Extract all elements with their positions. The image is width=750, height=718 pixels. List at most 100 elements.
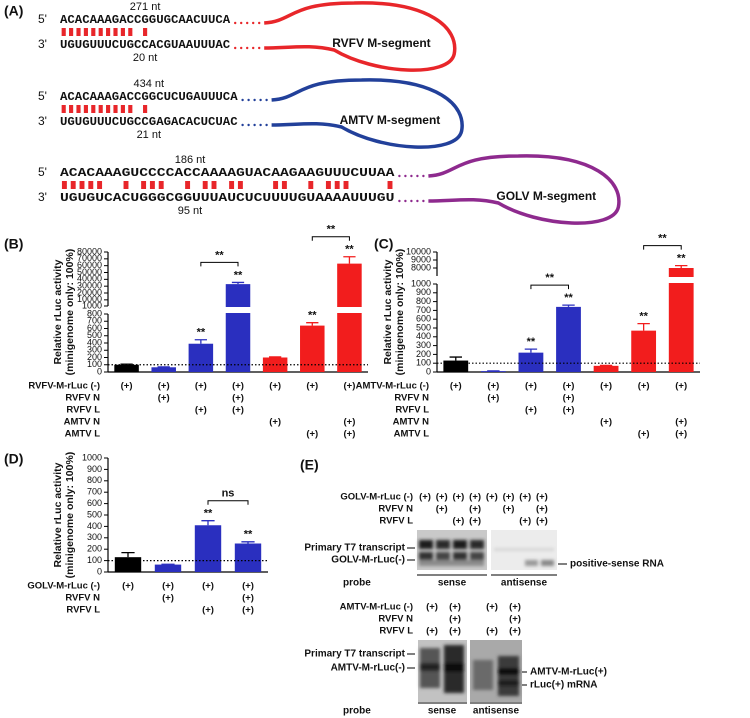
condition-mark: (+): [195, 381, 207, 392]
significance-label: **: [564, 292, 573, 304]
dot: [416, 174, 419, 178]
significance-label: **: [527, 336, 536, 348]
condition-label: RVFV N: [394, 393, 429, 404]
dot: [253, 98, 256, 102]
base-pair: [61, 181, 67, 189]
condition-mark: (+): [426, 602, 438, 613]
panel-label: (C): [374, 236, 393, 252]
bracket-label: ns: [222, 488, 235, 500]
condition-mark: (+): [242, 581, 254, 592]
condition-label: AMTV N: [393, 417, 430, 428]
bracket-label: **: [327, 224, 336, 236]
condition-mark: (+): [519, 516, 531, 527]
dot: [410, 174, 413, 178]
y-axis-label: Relative rLuc activity: [52, 462, 64, 567]
condition-mark: (+): [563, 393, 575, 404]
dot: [246, 21, 249, 25]
base-pair: [113, 28, 118, 36]
axis-break-gap: [224, 307, 252, 313]
bracket-label: **: [215, 249, 224, 261]
y-tick-label: 20000: [77, 287, 102, 297]
y-tick-label: 100: [87, 555, 102, 565]
segment-loop: [428, 154, 621, 225]
significance-label: **: [677, 253, 686, 265]
significance-label: **: [204, 508, 213, 520]
error-bar: [637, 322, 650, 331]
probe-type: antisense: [473, 706, 520, 717]
condition-mark: (+): [469, 504, 481, 515]
bottom-length-label: 21 nt: [137, 129, 161, 141]
segment-loop: [264, 1, 457, 72]
condition-mark: (+): [306, 429, 318, 440]
bracket-label: **: [658, 233, 667, 245]
condition-mark: (+): [563, 381, 575, 392]
condition-label: GOLV-M-rLuc (-): [27, 581, 100, 592]
y-tick-label: 8000: [411, 262, 431, 272]
base-pair: [334, 181, 340, 189]
base-pair: [237, 181, 243, 189]
condition-mark: (+): [343, 429, 355, 440]
dot: [247, 123, 250, 127]
condition-mark: (+): [121, 381, 133, 392]
base-pair: [69, 105, 74, 113]
probe-type: antisense: [501, 578, 548, 589]
y-tick-label: 40000: [77, 274, 102, 284]
base-pair: [281, 181, 287, 189]
significance-label: **: [234, 269, 243, 281]
condition-mark: (+): [242, 593, 254, 604]
condition-mark: (+): [232, 393, 244, 404]
y-tick-label: 30000: [77, 281, 102, 291]
y-tick-label: 1000: [82, 452, 102, 462]
bar: [518, 352, 544, 372]
base-pair: [343, 181, 349, 189]
y-tick-label: 300: [87, 345, 102, 355]
condition-mark: (+): [675, 381, 687, 392]
error-bar: [241, 541, 255, 544]
y-tick-label: 900: [87, 464, 102, 474]
sequence: UGUGUUUCUGCCGAGACACUCUAC: [60, 115, 238, 129]
band-label: Primary T7 transcript: [304, 543, 405, 554]
condition-mark: (+): [536, 492, 548, 503]
condition-mark: (+): [450, 381, 462, 392]
y-axis-label: (minigenome only: 100%): [64, 452, 76, 579]
band-label: rLuc(+) mRNA: [530, 680, 598, 691]
dot: [259, 98, 262, 102]
dot: [247, 98, 250, 102]
base-pair: [211, 181, 217, 189]
sequence: UGUGUUUCUGCCACGUAAUUUAC: [60, 38, 230, 52]
condition-mark: (+): [122, 581, 134, 592]
y-tick-label: 1000: [411, 278, 431, 288]
condition-label: AMTV N: [64, 417, 101, 428]
dot: [241, 98, 244, 102]
y-tick-label: 70000: [77, 253, 102, 263]
length-label: 186 nt: [175, 154, 206, 166]
blot-bottom-sense: [418, 640, 467, 702]
sequence: ACACAAAGACCGGCUCUGAUUUCA: [60, 90, 238, 104]
base-pair: [128, 28, 133, 36]
condition-label: AMTV-M-rLuc (-): [356, 381, 429, 392]
error-bar: [449, 356, 462, 361]
condition-mark: (+): [162, 593, 174, 604]
segment-loop: [271, 78, 464, 149]
condition-mark: (+): [449, 626, 461, 637]
y-tick-label: 9000: [411, 254, 431, 264]
base-pair: [120, 28, 125, 36]
condition-label: RVFV L: [379, 626, 413, 637]
dot: [398, 199, 401, 203]
panel-label: (A): [4, 3, 23, 19]
band-label: AMTV-M-rLuc(-): [331, 663, 405, 674]
bar: [188, 343, 214, 372]
condition-label: AMTV L: [65, 429, 101, 440]
probe-label: probe: [343, 578, 371, 589]
condition-mark: (+): [419, 492, 431, 503]
y-tick-label: 0: [97, 366, 102, 376]
bar: [337, 263, 362, 372]
condition-mark: (+): [519, 492, 531, 503]
dot: [422, 199, 425, 203]
condition-mark: (+): [487, 393, 499, 404]
y-tick-label: 300: [87, 532, 102, 542]
error-bar: [201, 520, 215, 526]
condition-mark: (+): [525, 405, 537, 416]
sequence: ACACAAAGUCCCCACCAAAAGUACAAGAAGUUUCUUAA: [60, 166, 395, 180]
condition-mark: (+): [449, 602, 461, 613]
